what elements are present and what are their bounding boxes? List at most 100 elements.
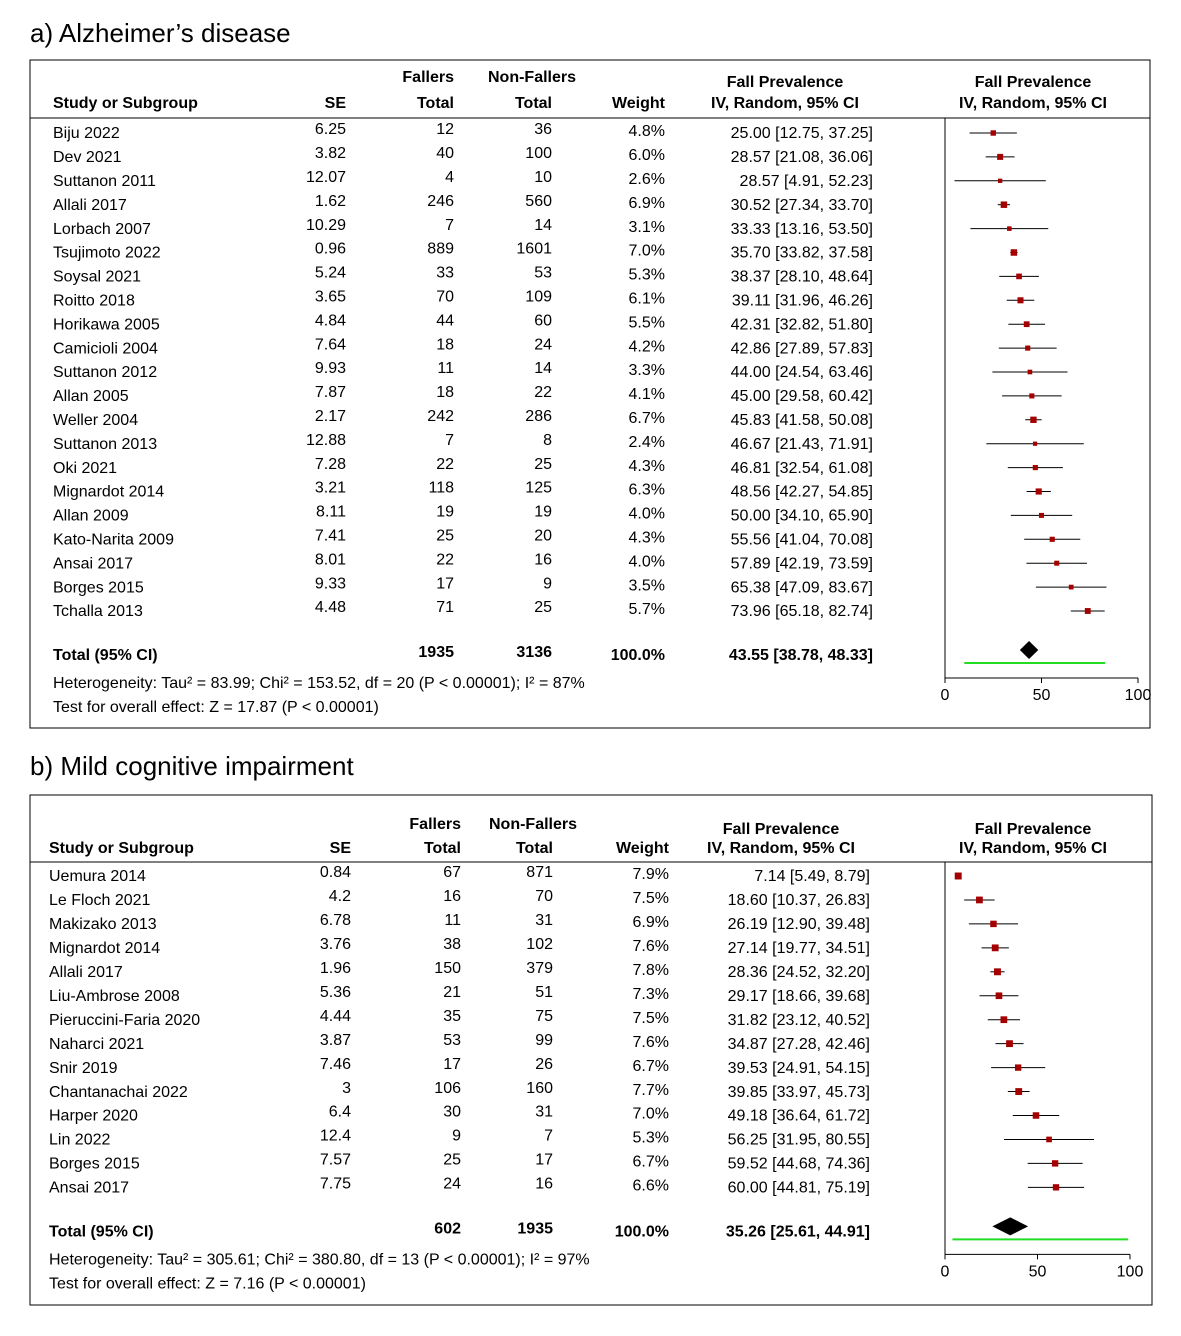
point-estimate <box>997 178 1003 183</box>
weight: 7.9% <box>633 866 669 883</box>
overall-effect: Test for overall effect: Z = 17.87 (P < … <box>53 699 379 716</box>
point-estimate <box>1014 1064 1022 1071</box>
fallers: 71 <box>436 599 454 616</box>
fallers: 11 <box>437 360 454 377</box>
point-estimate <box>1029 393 1035 399</box>
point-estimate <box>1052 1184 1060 1191</box>
se: 6.25 <box>315 121 346 138</box>
weight: 4.3% <box>629 458 665 475</box>
point-estimate <box>990 920 997 928</box>
point-estimate <box>1000 201 1008 208</box>
non-fallers: 871 <box>526 864 553 881</box>
non-fallers: 7 <box>544 1128 553 1145</box>
header: Fall Prevalence <box>975 821 1092 838</box>
study-name: Pieruccini-Faria 2020 <box>49 1012 200 1029</box>
header: Fallers <box>409 816 461 833</box>
point-estimate <box>1032 441 1038 446</box>
se: 1.62 <box>315 193 346 210</box>
x-tick-label: 100 <box>1125 687 1152 704</box>
effect-label: 42.31 [32.82, 51.80] <box>731 316 873 333</box>
se: 3.87 <box>320 1032 351 1049</box>
study-name: Roitto 2018 <box>53 293 135 310</box>
weight: 4.1% <box>629 386 665 403</box>
effect-label: 33.33 [13.16, 53.50] <box>731 221 873 238</box>
fallers: 24 <box>443 1176 461 1193</box>
weight: 2.6% <box>629 171 665 188</box>
weight: 7.0% <box>633 1106 669 1123</box>
effect-label: 31.82 [23.12, 40.52] <box>728 1012 870 1029</box>
non-fallers: 36 <box>534 121 552 138</box>
effect-label: 39.85 [33.97, 45.73] <box>728 1084 870 1101</box>
se: 9.93 <box>315 360 346 377</box>
header: Fall Prevalence <box>975 74 1092 91</box>
study-name: Liu-Ambrose 2008 <box>49 988 180 1005</box>
effect-label: 46.67 [21.43, 71.91] <box>731 436 873 453</box>
study-name: Makizako 2013 <box>49 916 157 933</box>
se: 2.17 <box>315 408 346 425</box>
effect-label: 44.00 [24.54, 63.46] <box>731 364 873 381</box>
effect-label: 73.96 [65.18, 82.74] <box>731 603 873 620</box>
fallers: 40 <box>436 145 454 162</box>
study-name: Snir 2019 <box>49 1060 118 1077</box>
fallers: 7 <box>445 217 454 234</box>
se: 5.24 <box>315 265 346 282</box>
fallers: 33 <box>436 265 454 282</box>
fallers: 21 <box>443 984 461 1001</box>
study-name: Suttanon 2013 <box>53 436 157 453</box>
se: 6.78 <box>320 912 351 929</box>
point-estimate <box>997 153 1004 160</box>
point-estimate <box>1054 560 1060 566</box>
x-tick-label: 50 <box>1033 687 1051 704</box>
non-fallers: 102 <box>526 936 553 953</box>
non-fallers: 16 <box>535 1176 553 1193</box>
fallers: 38 <box>443 936 461 953</box>
se: 12.88 <box>306 432 346 449</box>
non-fallers: 10 <box>534 169 552 186</box>
fallers: 67 <box>443 864 461 881</box>
effect-label: 57.89 [42.19, 73.59] <box>731 555 873 572</box>
header: Fall Prevalence <box>727 74 844 91</box>
effect-label: 30.52 [27.34, 33.70] <box>731 197 873 214</box>
total-non-fallers: 3136 <box>516 644 552 661</box>
fallers: 16 <box>443 888 461 905</box>
fallers: 35 <box>443 1008 461 1025</box>
study-name: Suttanon 2012 <box>53 364 157 381</box>
weight: 7.3% <box>633 986 669 1003</box>
effect-label: 18.60 [10.37, 26.83] <box>728 892 870 909</box>
header: Fall Prevalence <box>723 821 840 838</box>
study-name: Lin 2022 <box>49 1132 110 1149</box>
header: Weight <box>612 95 666 112</box>
weight: 3.3% <box>629 362 665 379</box>
header: SE <box>325 95 347 112</box>
fallers: 11 <box>444 912 461 929</box>
total-weight: 100.0% <box>615 1224 669 1241</box>
se: 8.11 <box>316 504 346 521</box>
header: Study or Subgroup <box>53 95 198 112</box>
non-fallers: 1601 <box>516 241 552 258</box>
x-tick-label: 0 <box>941 687 950 704</box>
non-fallers: 379 <box>526 960 553 977</box>
total-effect-label: 35.26 [25.61, 44.91] <box>726 1224 870 1241</box>
effect-label: 46.81 [32.54, 61.08] <box>731 460 873 477</box>
panel-title: b) Mild cognitive impairment <box>30 751 354 781</box>
effect-label: 28.57 [4.91, 52.23] <box>740 173 873 190</box>
se: 7.75 <box>320 1176 351 1193</box>
fallers: 242 <box>427 408 454 425</box>
weight: 6.3% <box>629 482 665 499</box>
study-name: Biju 2022 <box>53 125 120 142</box>
effect-label: 39.11 [31.96, 46.26] <box>732 293 873 310</box>
study-name: Naharci 2021 <box>49 1036 144 1053</box>
weight: 6.7% <box>629 410 665 427</box>
se: 10.29 <box>306 217 346 234</box>
study-name: Uemura 2014 <box>49 868 146 885</box>
point-estimate <box>1015 1088 1023 1095</box>
study-name: Dev 2021 <box>53 149 122 166</box>
non-fallers: 26 <box>535 1056 553 1073</box>
se: 3.76 <box>320 936 351 953</box>
effect-label: 34.87 [27.28, 42.46] <box>728 1036 870 1053</box>
point-estimate <box>1007 226 1012 231</box>
effect-label: 55.56 [41.04, 70.08] <box>731 532 873 549</box>
non-fallers: 25 <box>534 599 552 616</box>
point-estimate <box>1051 1160 1059 1167</box>
